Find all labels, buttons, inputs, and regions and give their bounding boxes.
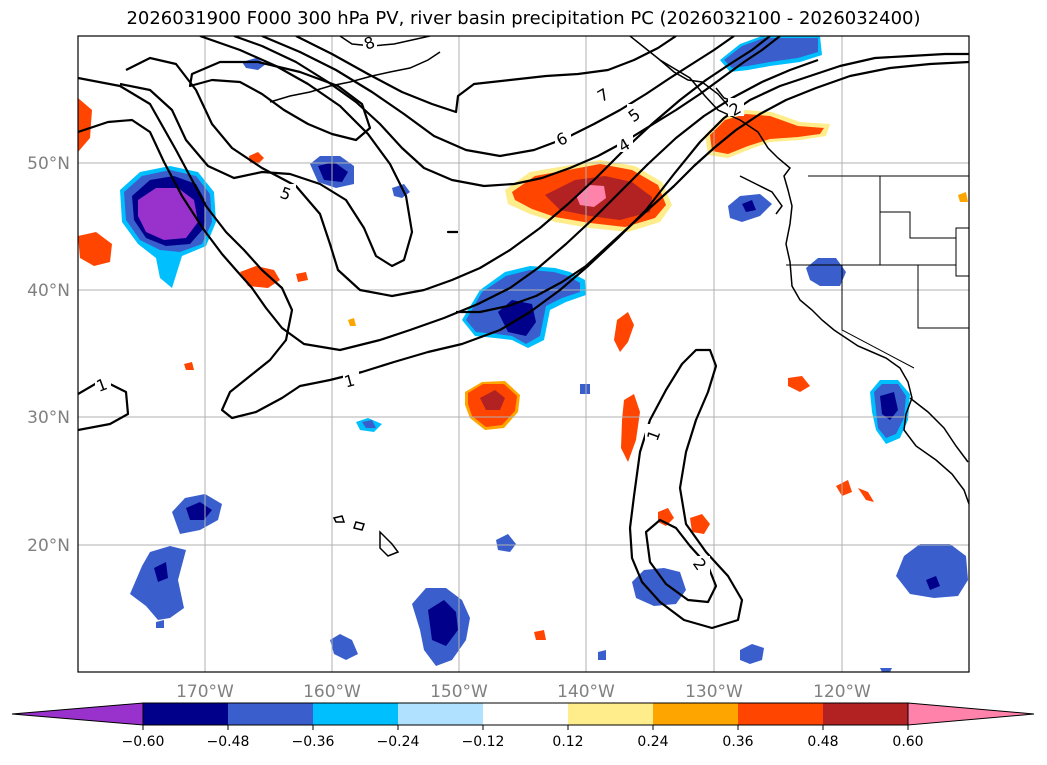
colorbar-segment <box>653 703 739 725</box>
pv-contours <box>78 36 969 630</box>
colorbar-tick-label: 0.24 <box>637 734 668 750</box>
lon-tick-label: 150°W <box>430 682 488 702</box>
colorbar-segment <box>823 703 909 725</box>
chart-title: 2026031900 F000 300 hPa PV, river basin … <box>126 8 921 29</box>
colorbar-tick-label: 0.36 <box>722 734 753 750</box>
colorbar-extend-high <box>907 702 1035 726</box>
lon-tick-label: 140°W <box>557 682 615 702</box>
colorbar-segment <box>143 703 229 725</box>
lon-tick-label: 160°W <box>303 682 361 702</box>
colorbar-tick-label: −0.36 <box>292 734 335 750</box>
colorbar-extend-low <box>11 702 144 726</box>
precip-negative-anomalies <box>120 36 968 672</box>
colorbar-tick-label: −0.24 <box>377 734 420 750</box>
graticule <box>78 36 969 672</box>
coastlines <box>269 36 969 557</box>
contour-labels: 1 1 1 2 2 4 5 5 6 7 8 <box>94 32 744 574</box>
lat-tick-label: 30°N <box>27 408 70 428</box>
state-borders <box>786 175 969 369</box>
colorbar-tick-label: 0.12 <box>552 734 583 750</box>
colorbar-tick-label: 0.48 <box>807 734 838 750</box>
longitude-labels: 170°W 160°W 150°W 140°W 130°W 120°W <box>176 682 871 702</box>
colorbar-segment <box>568 703 654 725</box>
colorbar: −0.60 −0.48 −0.36 −0.24 −0.12 0.12 0.24 0.36 0.4… <box>11 702 1035 750</box>
lat-tick-label: 50°N <box>27 154 70 174</box>
colorbar-segment <box>313 703 399 725</box>
precip-positive-anomalies <box>78 98 968 640</box>
colorbar-tick-label: −0.48 <box>207 734 250 750</box>
contour-label: 8 <box>361 32 377 53</box>
map-border <box>77 35 970 673</box>
colorbar-segment <box>738 703 824 725</box>
colorbar-tick-label: −0.60 <box>122 734 165 750</box>
colorbar-segment <box>398 703 484 725</box>
lon-tick-label: 120°W <box>813 682 871 702</box>
colorbar-tick-label: −0.12 <box>462 734 505 750</box>
colorbar-outline <box>142 702 909 726</box>
contour-label: 1 <box>342 370 357 391</box>
map-area <box>78 36 969 672</box>
lon-tick-label: 170°W <box>176 682 234 702</box>
lat-tick-label: 20°N <box>27 536 70 556</box>
lat-tick-label: 40°N <box>27 281 70 301</box>
colorbar-segment <box>228 703 314 725</box>
lon-tick-label: 130°W <box>685 682 743 702</box>
latitude-labels: 50°N 40°N 30°N 20°N <box>27 154 70 556</box>
colorbar-tick-label: 0.60 <box>892 734 923 750</box>
colorbar-segment <box>483 703 569 725</box>
